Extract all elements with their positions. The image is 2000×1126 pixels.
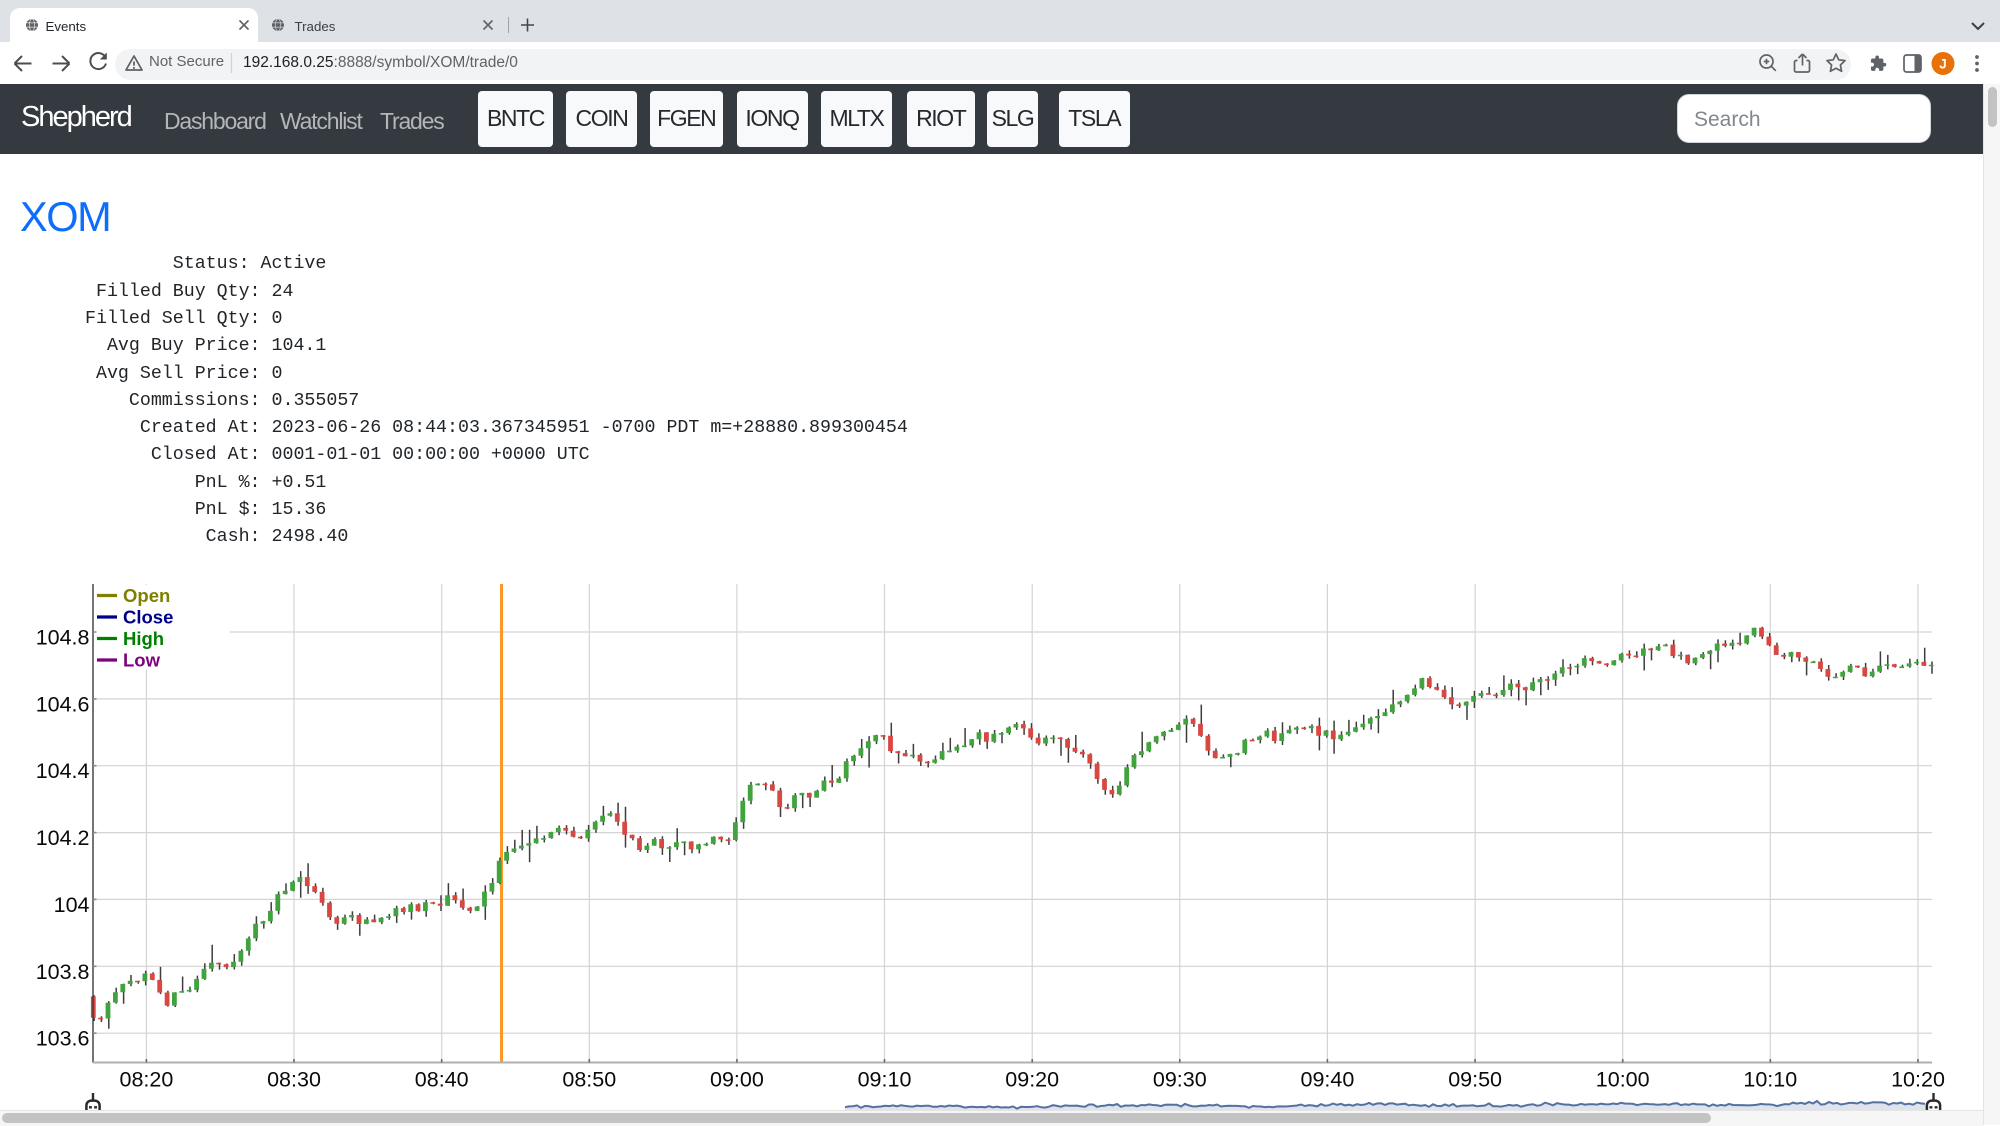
svg-text:Close: Close (123, 607, 173, 628)
svg-text:Low: Low (123, 650, 161, 671)
svg-text:10:10: 10:10 (1743, 1068, 1797, 1092)
svg-text:09:00: 09:00 (710, 1068, 764, 1092)
svg-text:J: J (1939, 57, 1947, 72)
svg-text:104.2: 104.2 (36, 826, 90, 850)
svg-text:104.6: 104.6 (36, 692, 90, 716)
svg-text:08:20: 08:20 (119, 1068, 173, 1092)
svg-text:09:10: 09:10 (858, 1068, 912, 1092)
svg-text:09:40: 09:40 (1300, 1068, 1354, 1092)
svg-text:104.4: 104.4 (36, 759, 90, 783)
svg-text:09:20: 09:20 (1005, 1068, 1059, 1092)
svg-text:Open: Open (123, 585, 170, 606)
svg-text:10:20: 10:20 (1891, 1068, 1945, 1092)
svg-text:103.6: 103.6 (36, 1027, 90, 1051)
svg-text:High: High (123, 628, 164, 649)
svg-text:103.8: 103.8 (36, 960, 90, 984)
svg-text:09:50: 09:50 (1448, 1068, 1502, 1092)
svg-text:09:30: 09:30 (1153, 1068, 1207, 1092)
svg-text:104.8: 104.8 (36, 626, 90, 650)
svg-text:08:40: 08:40 (415, 1068, 469, 1092)
svg-text:104: 104 (54, 893, 90, 917)
svg-text:08:30: 08:30 (267, 1068, 321, 1092)
svg-text:10:00: 10:00 (1596, 1068, 1650, 1092)
svg-text:08:50: 08:50 (562, 1068, 616, 1092)
